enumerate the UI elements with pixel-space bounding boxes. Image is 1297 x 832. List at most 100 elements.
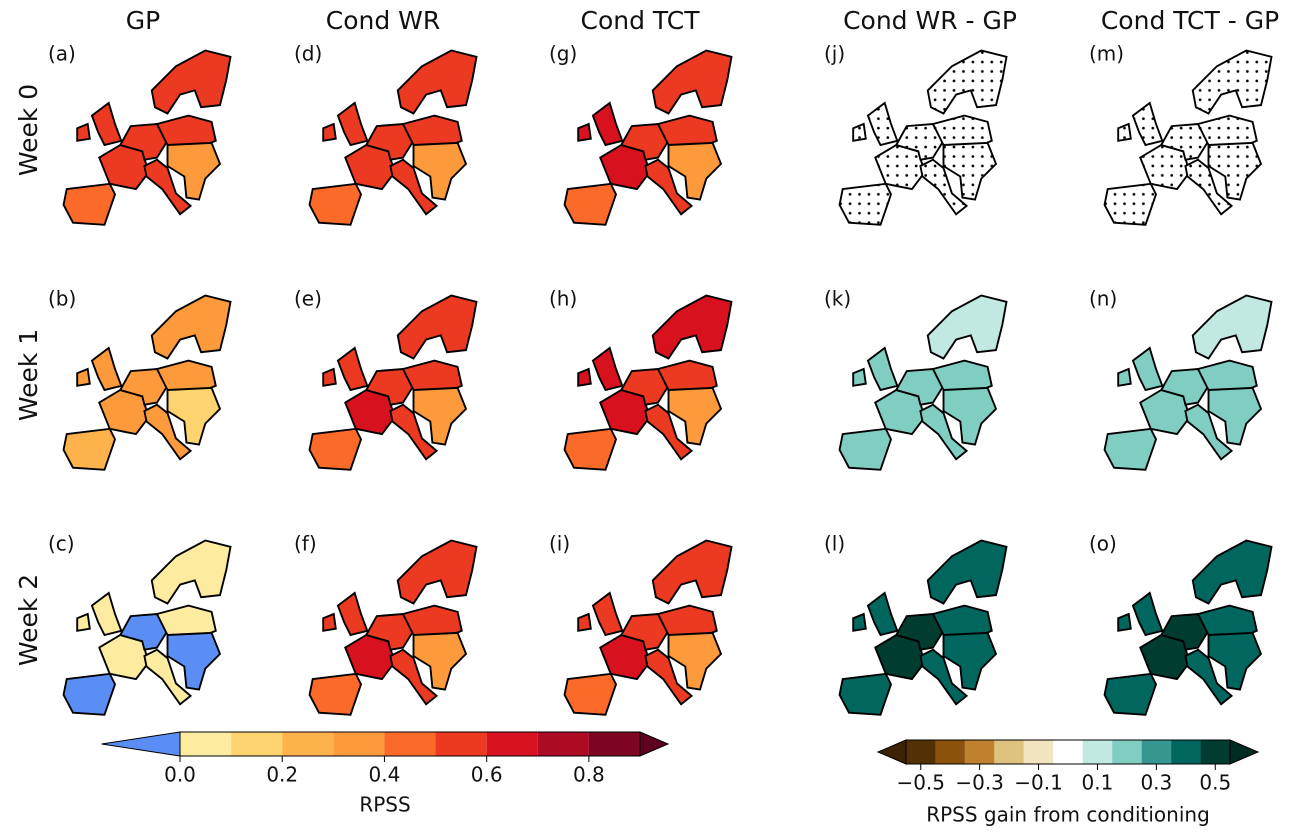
region	[1191, 294, 1273, 360]
colorbar-tick-label: 0.5	[1199, 771, 1231, 795]
region	[644, 403, 694, 461]
map-panel	[1103, 49, 1273, 226]
region	[651, 49, 733, 115]
map-panel	[62, 294, 232, 471]
stippling	[839, 183, 891, 225]
stippling	[1161, 124, 1209, 160]
panel-label: (j)	[824, 42, 845, 66]
colorbar-bin	[1053, 740, 1083, 764]
region	[942, 386, 998, 446]
region	[577, 591, 624, 637]
colorbar-bin	[906, 740, 936, 764]
region	[364, 613, 415, 651]
panel-label: (i)	[549, 532, 570, 556]
region	[150, 294, 232, 360]
colorbar-tick-label: 0.8	[573, 763, 605, 787]
region	[389, 648, 439, 706]
region	[166, 631, 222, 691]
region	[563, 672, 618, 716]
colorbar-bin	[537, 732, 589, 756]
panel-label: (b)	[48, 287, 76, 311]
colorbar-bin	[1082, 740, 1113, 764]
colorbar-bin	[180, 732, 232, 756]
region	[62, 182, 117, 226]
stippling	[1198, 115, 1257, 150]
colorbar-tick-label: 0.0	[164, 763, 196, 787]
panel-label: (a)	[48, 42, 76, 66]
colorbar-bin	[231, 732, 283, 756]
region	[322, 346, 369, 392]
region	[852, 591, 899, 637]
colorbar-tick-label: 0.6	[471, 763, 503, 787]
region	[651, 294, 733, 360]
map-panel	[1103, 539, 1273, 716]
stippling	[1104, 183, 1156, 225]
stippling	[853, 103, 898, 145]
panel-label: (c)	[48, 532, 75, 556]
region	[667, 386, 723, 446]
region	[166, 141, 222, 201]
region	[1184, 403, 1234, 461]
colorbar-bin	[333, 732, 385, 756]
region	[644, 158, 694, 216]
region	[364, 368, 415, 406]
region	[852, 346, 899, 392]
colorbar-bin	[486, 732, 538, 756]
map-panel	[308, 49, 478, 226]
column-title: Cond TCT	[581, 6, 701, 35]
stippling	[933, 115, 992, 150]
colorbar-tick-label: 0.2	[266, 763, 298, 787]
stippling	[920, 159, 967, 215]
region	[150, 49, 232, 115]
region	[1117, 591, 1164, 637]
row-title: Week 0	[14, 84, 43, 176]
region	[308, 672, 363, 716]
map-panel	[563, 294, 733, 471]
colorbar-bin	[384, 732, 436, 756]
colorbar-under	[876, 739, 907, 765]
colorbar-bin	[994, 740, 1024, 764]
region	[667, 631, 723, 691]
region	[389, 158, 439, 216]
colorbar-bin	[282, 732, 334, 756]
colorbar-bin	[935, 740, 965, 764]
panel-label: (f)	[294, 532, 317, 556]
colorbar-over	[1229, 739, 1260, 765]
region	[308, 182, 363, 226]
region	[1117, 346, 1164, 392]
panel-label: (e)	[294, 287, 322, 311]
colorbar-bin	[588, 732, 640, 756]
colorbar-bin	[435, 732, 487, 756]
region	[926, 539, 1008, 605]
stippling	[1140, 145, 1190, 190]
column-title: Cond TCT - GP	[1101, 6, 1279, 35]
region	[76, 591, 123, 637]
colorbar-bin	[964, 740, 995, 764]
colorbar-frame	[179, 731, 641, 757]
colorbar-under	[101, 731, 181, 757]
colorbar-frame	[905, 739, 1231, 765]
panel-label: (g)	[549, 42, 577, 66]
region	[166, 386, 222, 446]
column-title: Cond WR	[326, 6, 441, 35]
region	[1159, 613, 1210, 651]
region	[667, 141, 723, 201]
region	[62, 427, 117, 471]
region	[143, 158, 193, 216]
colorbar-bin	[1200, 740, 1230, 764]
region	[118, 368, 169, 406]
panel-label: (d)	[294, 42, 322, 66]
region	[62, 672, 117, 716]
colorbar-bin	[1023, 740, 1054, 764]
region	[563, 427, 618, 471]
region	[651, 539, 733, 605]
region	[1103, 672, 1158, 716]
region	[308, 427, 363, 471]
region	[412, 141, 468, 201]
colorbar-tick-label: 0.3	[1140, 771, 1172, 795]
region	[619, 368, 670, 406]
region	[644, 648, 694, 706]
stippling	[1192, 50, 1272, 114]
colorbar-over	[639, 731, 670, 757]
region	[563, 182, 618, 226]
